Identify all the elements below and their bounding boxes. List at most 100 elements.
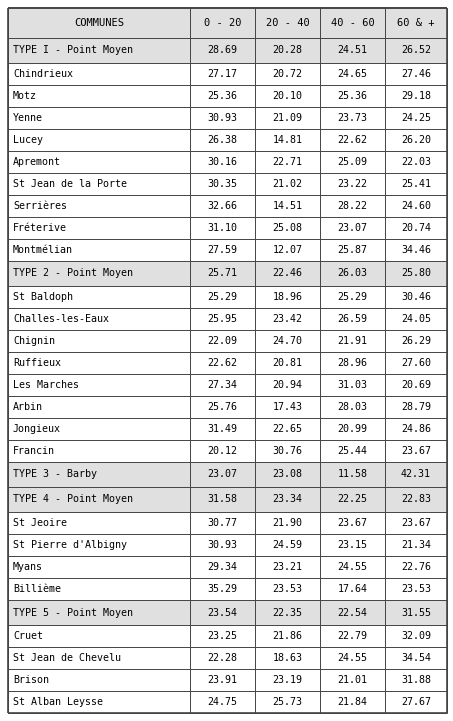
Text: 23.53: 23.53: [401, 584, 431, 594]
Text: St Baldoph: St Baldoph: [13, 292, 73, 302]
Bar: [255, 600, 320, 625]
Bar: [190, 37, 255, 63]
Text: 20.72: 20.72: [273, 69, 303, 79]
Bar: [320, 239, 385, 260]
Text: 31.55: 31.55: [401, 608, 431, 617]
Bar: [190, 534, 255, 556]
Bar: [255, 512, 320, 534]
Text: 14.81: 14.81: [273, 135, 303, 145]
Text: Chignin: Chignin: [13, 336, 55, 346]
Text: 24.55: 24.55: [337, 653, 368, 663]
Text: 23.67: 23.67: [401, 446, 431, 456]
Text: 24.70: 24.70: [273, 336, 303, 346]
Bar: [385, 691, 447, 713]
Text: 31.49: 31.49: [207, 423, 238, 433]
Text: TYPE 3 - Barby: TYPE 3 - Barby: [13, 469, 97, 479]
Bar: [255, 440, 320, 461]
Bar: [190, 373, 255, 396]
Bar: [8, 556, 190, 578]
Bar: [320, 487, 385, 512]
Text: St Jeoire: St Jeoire: [13, 518, 67, 528]
Bar: [8, 63, 190, 85]
Text: 24.55: 24.55: [337, 562, 368, 572]
Text: 20.99: 20.99: [337, 423, 368, 433]
Bar: [385, 512, 447, 534]
Bar: [385, 195, 447, 216]
Text: 25.41: 25.41: [401, 179, 431, 189]
Text: 20.74: 20.74: [401, 223, 431, 233]
Text: 20.69: 20.69: [401, 380, 431, 389]
Bar: [255, 129, 320, 151]
Text: 22.09: 22.09: [207, 336, 238, 346]
Text: 22.76: 22.76: [401, 562, 431, 572]
Text: 23.42: 23.42: [273, 314, 303, 324]
Bar: [320, 669, 385, 691]
Bar: [320, 107, 385, 129]
Text: 25.71: 25.71: [207, 268, 238, 278]
Bar: [255, 329, 320, 352]
Bar: [190, 600, 255, 625]
Text: 25.44: 25.44: [337, 446, 368, 456]
Bar: [255, 8, 320, 37]
Text: 24.60: 24.60: [401, 200, 431, 211]
Bar: [8, 8, 190, 37]
Bar: [255, 417, 320, 440]
Text: 28.03: 28.03: [337, 402, 368, 412]
Bar: [320, 461, 385, 487]
Bar: [385, 151, 447, 173]
Text: TYPE 4 - Point Moyen: TYPE 4 - Point Moyen: [13, 495, 133, 505]
Bar: [190, 195, 255, 216]
Text: TYPE 5 - Point Moyen: TYPE 5 - Point Moyen: [13, 608, 133, 617]
Bar: [190, 556, 255, 578]
Text: 30.76: 30.76: [273, 446, 303, 456]
Bar: [8, 260, 190, 286]
Text: 22.25: 22.25: [337, 495, 368, 505]
Bar: [385, 461, 447, 487]
Bar: [385, 173, 447, 195]
Bar: [255, 85, 320, 107]
Bar: [320, 352, 385, 373]
Bar: [8, 512, 190, 534]
Bar: [385, 352, 447, 373]
Bar: [8, 647, 190, 669]
Text: 42.31: 42.31: [401, 469, 431, 479]
Bar: [190, 173, 255, 195]
Text: 23.54: 23.54: [207, 608, 238, 617]
Text: Chindrieux: Chindrieux: [13, 69, 73, 79]
Text: Fréterive: Fréterive: [13, 223, 67, 233]
Text: 11.58: 11.58: [337, 469, 368, 479]
Bar: [255, 308, 320, 329]
Bar: [8, 308, 190, 329]
Text: 22.54: 22.54: [337, 608, 368, 617]
Text: 23.22: 23.22: [337, 179, 368, 189]
Text: 23.67: 23.67: [337, 518, 368, 528]
Text: 31.10: 31.10: [207, 223, 238, 233]
Text: 28.79: 28.79: [401, 402, 431, 412]
Bar: [8, 691, 190, 713]
Bar: [385, 487, 447, 512]
Text: TYPE 2 - Point Moyen: TYPE 2 - Point Moyen: [13, 268, 133, 278]
Text: 29.18: 29.18: [401, 91, 431, 101]
Text: 22.62: 22.62: [207, 358, 238, 368]
Bar: [255, 487, 320, 512]
Text: Lucey: Lucey: [13, 135, 43, 145]
Bar: [255, 578, 320, 600]
Text: 31.03: 31.03: [337, 380, 368, 389]
Bar: [190, 329, 255, 352]
Text: 23.73: 23.73: [337, 112, 368, 123]
Text: 29.34: 29.34: [207, 562, 238, 572]
Text: 21.34: 21.34: [401, 540, 431, 550]
Text: 20.10: 20.10: [273, 91, 303, 101]
Bar: [385, 373, 447, 396]
Text: 0 - 20: 0 - 20: [204, 18, 241, 28]
Bar: [255, 556, 320, 578]
Bar: [8, 440, 190, 461]
Bar: [190, 461, 255, 487]
Bar: [320, 534, 385, 556]
Text: 24.65: 24.65: [337, 69, 368, 79]
Bar: [190, 63, 255, 85]
Text: Billième: Billième: [13, 584, 61, 594]
Text: 20.28: 20.28: [273, 45, 303, 56]
Text: 27.67: 27.67: [401, 697, 431, 707]
Text: 12.07: 12.07: [273, 244, 303, 255]
